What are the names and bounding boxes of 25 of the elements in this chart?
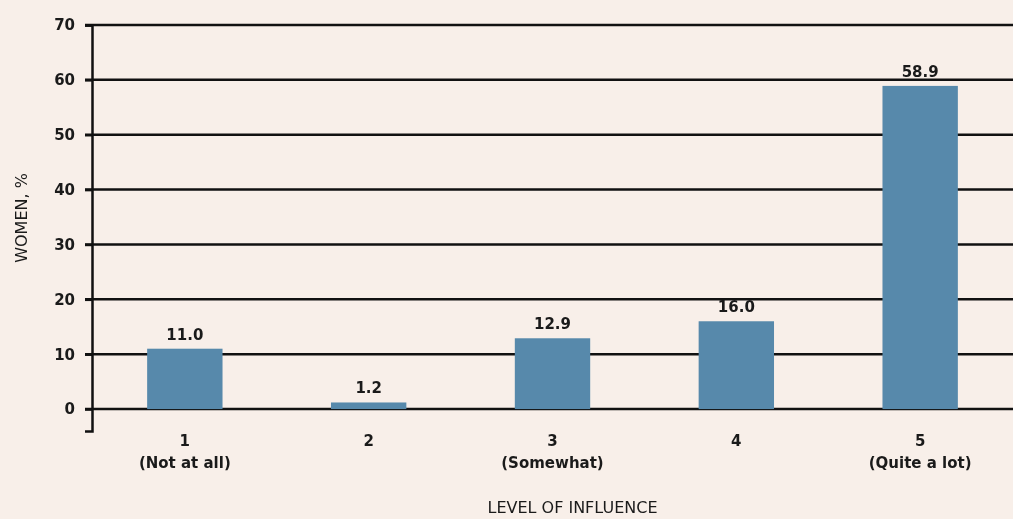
y-tick-label: 30 — [54, 235, 75, 254]
data-label: 1.2 — [355, 379, 382, 398]
bar — [147, 348, 223, 410]
y-tick-label: 10 — [54, 345, 75, 364]
bar — [514, 338, 591, 410]
x-tick-label: 1 (Not at all) — [138, 432, 231, 472]
x-axis-title: LEVEL OF INFLUENCE — [487, 498, 658, 517]
data-label: 16.0 — [717, 298, 755, 317]
data-label: 11.0 — [166, 325, 204, 344]
x-tick-label: 3 (Somewhat) — [501, 432, 604, 472]
y-tick-label: 40 — [54, 180, 75, 199]
x-tick-label: 4 — [731, 432, 742, 450]
y-tick-label: 50 — [54, 126, 75, 145]
data-label: 58.9 — [901, 62, 939, 81]
x-tick-label: 5 (Quite a lot) — [868, 432, 972, 472]
y-axis-title: WOMEN, % — [12, 173, 31, 263]
bar — [330, 402, 407, 410]
y-tick-label: 60 — [54, 71, 75, 90]
y-tick-label: 20 — [54, 290, 75, 309]
bar — [882, 85, 958, 410]
y-tick-label: 0 — [64, 400, 75, 419]
bar — [698, 321, 775, 410]
y-tick-label: 70 — [54, 16, 75, 35]
x-tick-label: 2 — [363, 432, 374, 450]
data-label: 12.9 — [533, 315, 572, 334]
